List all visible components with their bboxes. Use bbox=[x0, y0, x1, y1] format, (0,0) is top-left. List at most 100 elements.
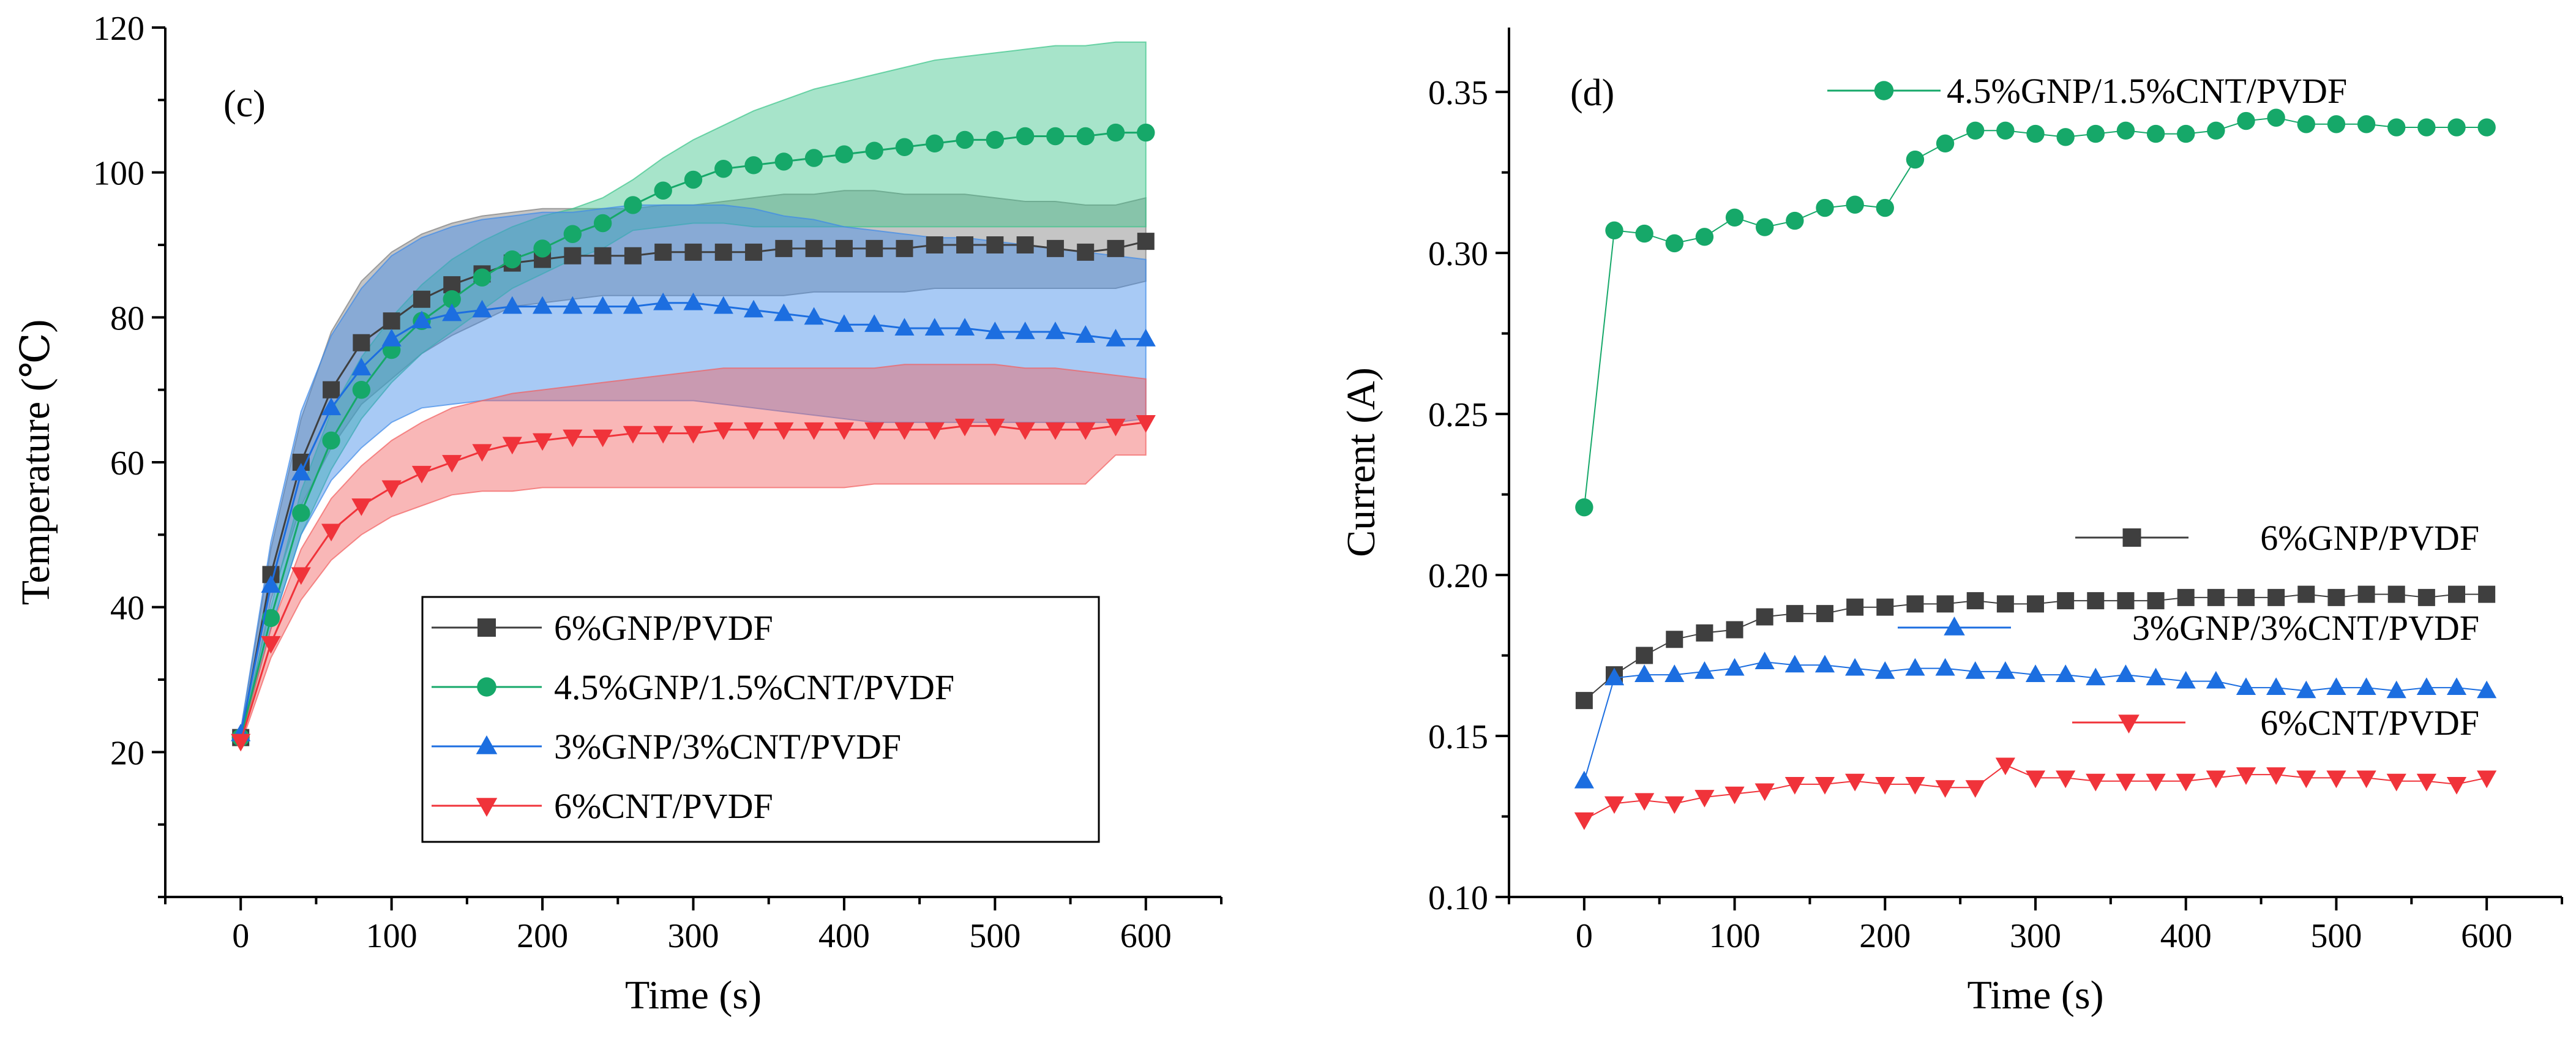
data-point bbox=[2177, 588, 2195, 606]
data-point bbox=[713, 422, 733, 440]
data-point bbox=[1694, 661, 1715, 679]
data-point bbox=[593, 296, 613, 314]
data-point bbox=[1754, 783, 1775, 801]
data-point bbox=[985, 418, 1005, 437]
data-point bbox=[683, 426, 703, 444]
y-tick-label: 0.25 bbox=[1428, 396, 1488, 434]
y-axis-label: Temperature (℃) bbox=[13, 320, 58, 606]
data-point bbox=[864, 314, 885, 332]
data-point bbox=[1936, 134, 1955, 153]
data-point bbox=[2176, 773, 2196, 792]
data-point bbox=[1695, 228, 1714, 246]
data-point bbox=[1784, 655, 1805, 673]
panel-c-temperature-chart: 0 100 200 300 400 500 600 20 40 60 80 100 120 Time (s… bbox=[13, 10, 1222, 1018]
data-point bbox=[2056, 770, 2076, 789]
data-point bbox=[2207, 121, 2225, 140]
legend-marker bbox=[476, 735, 498, 754]
data-point bbox=[2267, 588, 2285, 606]
legend-label: 3%GNP/3%CNT/PVDF bbox=[554, 727, 901, 767]
data-point bbox=[2357, 115, 2376, 133]
data-point bbox=[532, 433, 553, 451]
data-point bbox=[1665, 234, 1683, 253]
y-tick-label: 40 bbox=[110, 590, 144, 628]
data-point bbox=[351, 358, 372, 376]
data-point bbox=[834, 314, 855, 332]
data-point bbox=[1995, 661, 2015, 679]
data-point bbox=[1015, 422, 1035, 440]
error-band-3 bbox=[240, 364, 1147, 745]
data-point bbox=[895, 138, 914, 156]
series-3 bbox=[1574, 757, 2497, 830]
data-point bbox=[351, 498, 372, 516]
data-point bbox=[1634, 664, 1655, 683]
data-point bbox=[924, 422, 945, 440]
data-point bbox=[2326, 770, 2346, 789]
data-point bbox=[954, 418, 975, 437]
data-point bbox=[2386, 680, 2406, 699]
data-point bbox=[2297, 585, 2315, 603]
data-point bbox=[2296, 680, 2316, 699]
data-point bbox=[804, 149, 823, 167]
data-point bbox=[2025, 664, 2046, 683]
data-point bbox=[2177, 124, 2195, 143]
data-point bbox=[594, 247, 612, 264]
data-point bbox=[1076, 325, 1096, 343]
data-point bbox=[1136, 329, 1156, 347]
data-point bbox=[2087, 592, 2105, 610]
data-point bbox=[532, 296, 553, 314]
data-point bbox=[2206, 770, 2226, 789]
legend-label: 6%CNT/PVDF bbox=[554, 786, 773, 826]
data-point bbox=[323, 381, 340, 399]
data-point bbox=[1814, 655, 1835, 673]
data-point bbox=[2176, 670, 2196, 689]
data-point bbox=[714, 243, 732, 261]
series-2 bbox=[1574, 651, 2497, 789]
legend-label: 4.5%GNP/1.5%CNT/PVDF bbox=[1947, 71, 2347, 111]
data-point bbox=[291, 567, 311, 585]
data-point bbox=[2447, 118, 2466, 137]
data-point bbox=[1575, 692, 1593, 710]
data-point bbox=[2387, 585, 2405, 603]
data-point bbox=[2417, 118, 2436, 137]
data-point bbox=[2448, 585, 2465, 603]
data-point bbox=[1137, 233, 1155, 250]
data-point bbox=[352, 380, 371, 399]
data-point bbox=[1106, 123, 1125, 142]
legend-label: 6%CNT/PVDF bbox=[2260, 703, 2479, 743]
data-point bbox=[1995, 757, 2015, 776]
data-point bbox=[1604, 796, 1625, 814]
data-point bbox=[1875, 777, 1895, 795]
legend-marker bbox=[2122, 528, 2141, 547]
data-point bbox=[291, 462, 311, 481]
data-point bbox=[774, 152, 793, 171]
data-point bbox=[624, 247, 642, 264]
data-point bbox=[1786, 211, 1804, 230]
data-point bbox=[1634, 793, 1655, 811]
data-point bbox=[2086, 773, 2106, 792]
data-point bbox=[322, 431, 340, 450]
data-point bbox=[292, 504, 310, 522]
y-tick-label: 0.30 bbox=[1428, 235, 1488, 273]
series-2 bbox=[231, 292, 1156, 741]
data-point bbox=[1575, 498, 1593, 517]
data-point bbox=[743, 299, 764, 318]
legend-label: 3%GNP/3%CNT/PVDF bbox=[2132, 608, 2479, 648]
data-point bbox=[321, 397, 342, 416]
data-point bbox=[834, 422, 855, 440]
data-point bbox=[1754, 651, 1775, 669]
data-point bbox=[261, 636, 281, 654]
data-point bbox=[383, 312, 400, 330]
data-point bbox=[2326, 677, 2346, 696]
data-point bbox=[805, 239, 823, 257]
data-point bbox=[2236, 677, 2256, 696]
data-point bbox=[1966, 592, 1984, 610]
data-point bbox=[443, 276, 461, 294]
data-point bbox=[1816, 198, 1834, 217]
data-point bbox=[894, 422, 915, 440]
data-point bbox=[353, 334, 370, 351]
data-point bbox=[1077, 243, 1095, 261]
data-point bbox=[804, 307, 824, 325]
y-tick-label: 0.35 bbox=[1428, 74, 1488, 112]
data-point bbox=[261, 609, 280, 628]
data-point bbox=[743, 422, 764, 440]
